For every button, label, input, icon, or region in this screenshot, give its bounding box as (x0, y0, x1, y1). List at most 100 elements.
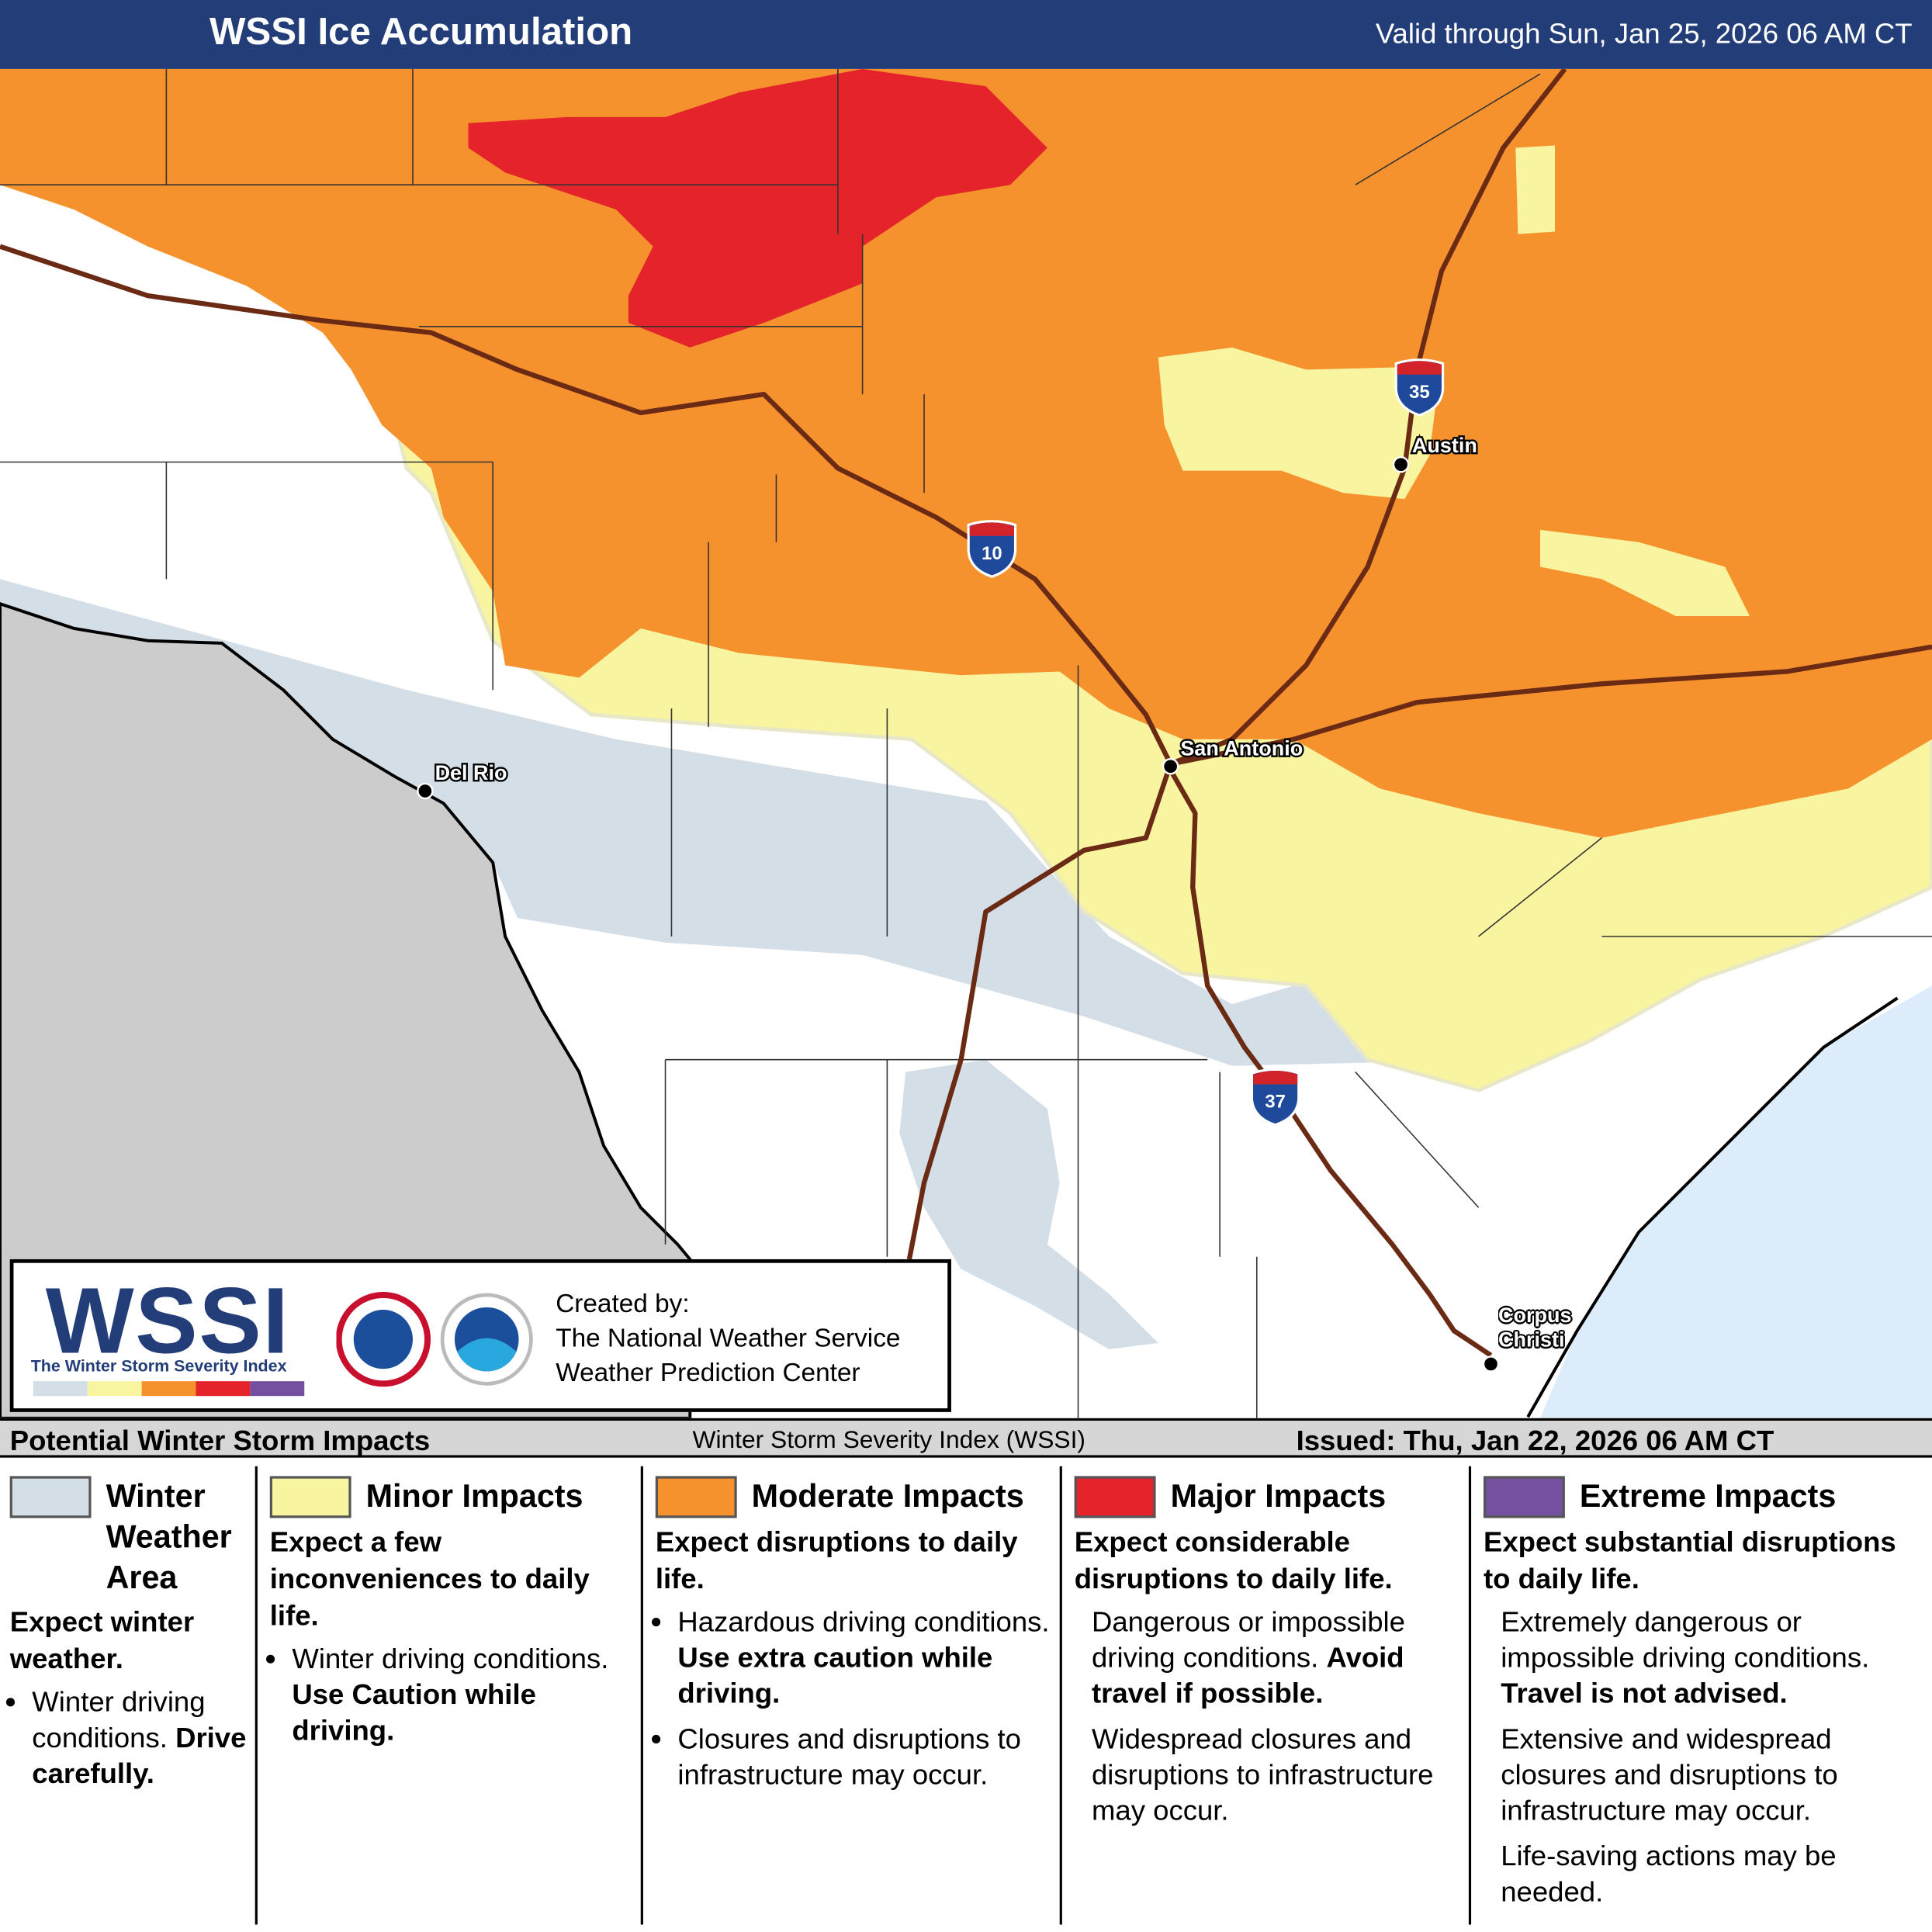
category-name: Major Impacts (1170, 1477, 1387, 1515)
impact-text: Winter driving conditions. (32, 1685, 206, 1754)
city-label: Del Rio (435, 761, 507, 784)
category-summary: Expect substantial disruptions to daily … (1483, 1525, 1896, 1594)
shield-number: 37 (1265, 1092, 1285, 1113)
impact-item: Extremely dangerous or impossible drivin… (1501, 1605, 1924, 1712)
category-summary: Expect disruptions to daily life. (655, 1525, 1018, 1594)
legend-column: Moderate Impacts Expect disruptions to da… (640, 1466, 1060, 1925)
impact-list: Hazardous driving conditions. Use extra … (656, 1605, 1052, 1793)
credit-box: WSSI The Winter Storm Severity Index Cre… (9, 1259, 951, 1412)
impact-item: Extensive and widespread closures and di… (1501, 1721, 1924, 1828)
category-summary: Expect winter weather. (9, 1605, 195, 1675)
credit-line: The National Weather Service (556, 1324, 901, 1353)
impact-list: Dangerous or impossible driving conditio… (1075, 1605, 1462, 1829)
legend-title: Potential Winter Storm Impacts (9, 1424, 431, 1457)
wssi-logo-subtitle: The Winter Storm Severity Index (30, 1356, 287, 1376)
minor-impacts-area (1540, 529, 1750, 617)
impact-text: Extensive and widespread closures and di… (1501, 1723, 1838, 1826)
gulf-of-mexico (1540, 985, 1932, 1418)
legend-column: Winter Weather Area Expect winter weather… (0, 1466, 255, 1925)
category-summary: Expect considerable disruptions to daily… (1074, 1525, 1393, 1594)
legend-head: Winter Weather Area (9, 1466, 248, 1598)
header: WSSI Ice Accumulation Valid through Sun,… (0, 0, 1932, 69)
title: WSSI Ice Accumulation (209, 9, 633, 54)
city-label: Corpus Christi (1498, 1304, 1572, 1352)
legend-column: Extreme Impacts Expect substantial disrup… (1468, 1466, 1932, 1925)
impact-text: Winter driving conditions. (292, 1642, 609, 1675)
impact-text: Hazardous driving conditions. (677, 1605, 1050, 1638)
shield-top (1253, 1070, 1298, 1085)
map: 10 35 37 Del Rio San Antonio Austin Corpus Ch… (0, 68, 1932, 1418)
legend-head: Moderate Impacts (655, 1466, 1052, 1518)
impact-item: Winter driving conditions. Drive careful… (32, 1684, 248, 1792)
category-name: Minor Impacts (365, 1477, 583, 1515)
impact-emphasis: Drive carefully. (32, 1721, 247, 1789)
city-label: Austin (1412, 434, 1477, 457)
impact-list: Extremely dangerous or impossible drivin… (1484, 1605, 1925, 1910)
legend-swatch (1483, 1476, 1565, 1518)
color-strip-segment (250, 1381, 305, 1397)
impact-item: Dangerous or impossible driving conditio… (1092, 1605, 1461, 1712)
category-name: Extreme Impacts (1579, 1477, 1837, 1515)
impact-list: Winter driving conditions. Drive careful… (10, 1684, 248, 1792)
impact-text: Extremely dangerous or impossible drivin… (1501, 1605, 1870, 1674)
color-strip-segment (196, 1381, 251, 1397)
winter-weather-area (899, 1059, 1158, 1349)
highways (0, 68, 1932, 1358)
legend-head: Major Impacts (1074, 1466, 1462, 1518)
impact-emphasis: Use Caution while driving. (292, 1678, 536, 1747)
impact-item: Winter driving conditions. Use Caution w… (292, 1641, 633, 1748)
shield-number: 35 (1409, 382, 1430, 403)
noaa-logo (457, 1338, 517, 1372)
city-dot (1482, 1356, 1500, 1373)
issued-time: Issued: Thu, Jan 22, 2026 06 AM CT (1296, 1424, 1774, 1457)
agency-logos (336, 1292, 533, 1387)
legend-subtitle: Winter Storm Severity Index (WSSI) (692, 1426, 1085, 1454)
winter-weather-area (0, 579, 1491, 1066)
shield-top (1397, 361, 1442, 375)
credit-text: Created by: The National Weather Service… (556, 1287, 900, 1390)
legend-head: Extreme Impacts (1483, 1466, 1925, 1518)
city-dot (1162, 758, 1179, 775)
impact-text: Dangerous or impossible driving conditio… (1091, 1605, 1405, 1674)
nws-logo (353, 1310, 413, 1369)
legend-swatch (655, 1476, 737, 1518)
impact-text: Widespread closures and disruptions to i… (1091, 1723, 1434, 1826)
minor-impacts-area (1515, 145, 1556, 234)
interstate-shield: 37 (1250, 1068, 1300, 1127)
impact-item: Widespread closures and disruptions to i… (1092, 1721, 1461, 1828)
shield-top (969, 522, 1014, 536)
county-lines (0, 68, 1932, 1418)
impact-text: Closures and disruptions to infrastructu… (677, 1723, 1022, 1791)
impact-item: Life-saving actions may be needed. (1501, 1838, 1924, 1909)
interstate-shield: 35 (1394, 358, 1445, 417)
valid-time: Valid through Sun, Jan 25, 2026 06 AM CT (1375, 17, 1913, 50)
impact-item: Closures and disruptions to infrastructu… (677, 1721, 1052, 1792)
legend-swatch (9, 1476, 92, 1518)
impact-list: Winter driving conditions. Use Caution w… (270, 1641, 633, 1748)
color-strip-segment (141, 1381, 196, 1397)
impact-item: Hazardous driving conditions. Use extra … (677, 1605, 1052, 1712)
impact-text: Life-saving actions may be needed. (1501, 1839, 1837, 1908)
color-strip-segment (33, 1381, 88, 1397)
credit-line: Weather Prediction Center (556, 1359, 860, 1388)
coastline (1526, 996, 1899, 1418)
legend-swatch (1074, 1476, 1156, 1518)
city-label: San Antonio (1180, 736, 1303, 760)
impact-emphasis: Use extra caution while driving. (677, 1641, 993, 1709)
category-name: Winter Weather Area (106, 1477, 232, 1596)
city-dot (417, 782, 434, 800)
impact-emphasis: Travel is not advised. (1501, 1677, 1788, 1709)
color-strip (33, 1381, 305, 1397)
city-dot (1392, 455, 1410, 473)
credit-line: Created by: (556, 1290, 690, 1319)
legend-head: Minor Impacts (269, 1466, 633, 1518)
major-impacts-area (468, 68, 1047, 348)
category-name: Moderate Impacts (751, 1477, 1024, 1515)
legend-column: Minor Impacts Expect a few inconveniences… (254, 1466, 641, 1925)
city-label-box: Corpus Christi (1498, 1304, 1572, 1352)
color-strip-segment (87, 1381, 142, 1397)
interstate-shield: 10 (967, 520, 1017, 578)
legend-bar: Potential Winter Storm Impacts Winter St… (0, 1418, 1932, 1458)
